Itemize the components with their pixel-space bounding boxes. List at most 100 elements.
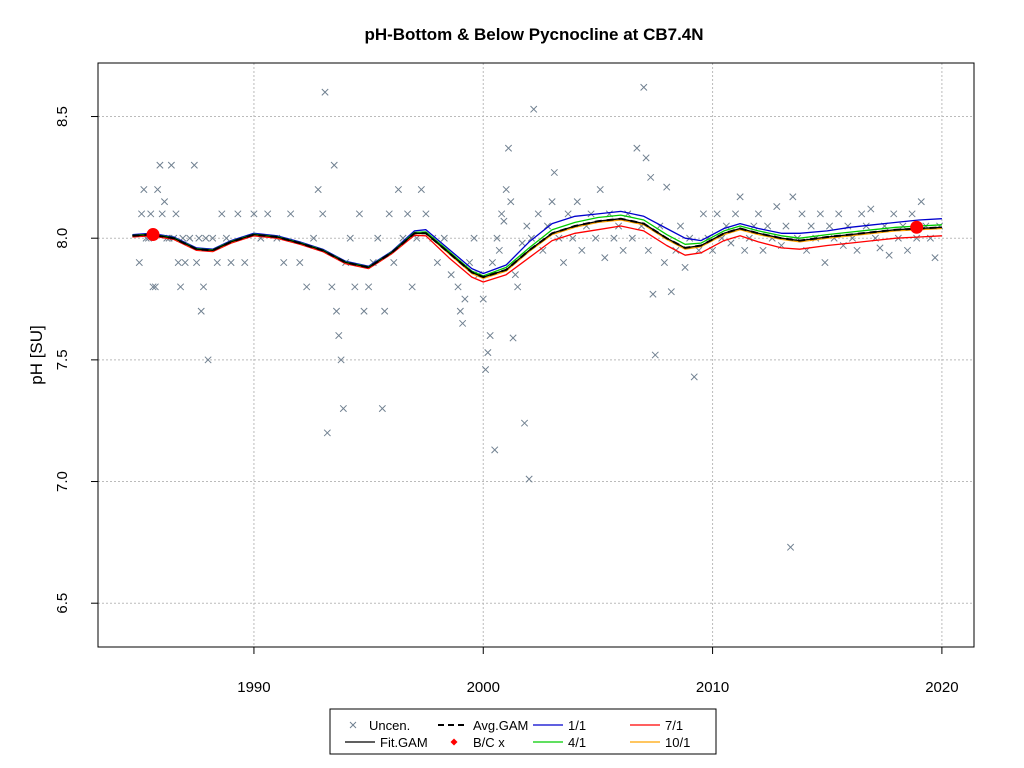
uncen-point-stroke — [718, 234, 726, 242]
uncen-point-stroke — [493, 234, 501, 242]
uncen-point — [160, 198, 169, 206]
uncen-point-stroke — [195, 234, 203, 242]
legend-item: B/C x — [450, 735, 505, 750]
legend-label: 10/1 — [665, 735, 690, 750]
uncen-point — [319, 210, 327, 218]
uncen-point-stroke — [314, 185, 322, 194]
uncen-point-stroke — [330, 161, 338, 169]
uncen-point — [610, 234, 618, 242]
uncen-point-stroke — [488, 258, 496, 267]
uncen-point-stroke — [495, 246, 503, 254]
uncen-point-stroke — [727, 239, 735, 247]
uncen-point — [385, 210, 393, 218]
uncen-point-stroke — [848, 234, 857, 242]
uncen-point-stroke — [218, 210, 226, 218]
uncen-point-stroke — [202, 234, 210, 242]
uncen-point-stroke — [509, 334, 517, 342]
uncen-point-stroke — [280, 258, 288, 267]
legend-item: 7/1 — [630, 718, 683, 733]
uncen-point — [534, 210, 542, 218]
uncen-point — [587, 210, 595, 218]
bc-point — [910, 220, 924, 234]
legend-label: Uncen. — [369, 718, 410, 733]
uncen-point-stroke — [502, 185, 510, 194]
legend-box — [329, 708, 717, 755]
uncen-point-stroke — [197, 307, 205, 315]
uncen-point-stroke — [172, 210, 180, 218]
uncen-point — [885, 251, 893, 259]
uncen-point — [564, 210, 572, 218]
uncen-point-stroke — [713, 210, 721, 218]
uncen-point-stroke — [287, 210, 295, 218]
uncen-point — [140, 185, 148, 194]
uncen-point-stroke — [296, 258, 304, 267]
uncen-point — [764, 222, 772, 230]
uncen-point — [633, 144, 641, 152]
uncen-point — [332, 307, 341, 315]
uncen-point — [821, 258, 829, 267]
series-line-7-1 — [132, 225, 942, 283]
uncen-point-stroke — [527, 234, 535, 242]
uncen-point — [518, 239, 526, 247]
uncen-point-stroke — [149, 283, 157, 291]
uncen-point-stroke — [642, 154, 650, 162]
uncen-point — [890, 210, 898, 218]
uncen-point-stroke — [610, 234, 618, 242]
uncen-point — [433, 258, 441, 267]
uncen-point-stroke — [764, 222, 772, 230]
uncen-point-stroke — [736, 193, 744, 201]
uncen-point-stroke — [913, 234, 921, 242]
uncen-point-stroke — [461, 295, 469, 303]
uncen-point — [798, 210, 806, 218]
uncen-point-stroke — [633, 144, 641, 152]
uncen-point — [330, 161, 338, 169]
uncen-point — [190, 161, 198, 169]
uncen-point-stroke — [663, 183, 671, 191]
uncen-point-stroke — [227, 258, 235, 267]
uncen-point-stroke — [486, 331, 494, 340]
uncen-point-stroke — [908, 210, 916, 218]
uncen-point — [573, 198, 581, 206]
uncen-point — [227, 258, 235, 267]
uncen-point-stroke — [773, 203, 781, 211]
uncen-point — [156, 161, 164, 169]
legend-item: 4/1 — [533, 735, 586, 750]
x-tick-label: 2010 — [696, 679, 729, 696]
uncen-point-stroke — [530, 105, 538, 113]
uncen-point — [493, 234, 501, 242]
series-lines-layer — [132, 210, 942, 283]
uncen-point-stroke — [484, 349, 492, 357]
uncen-point-stroke — [754, 210, 762, 218]
uncen-point-stroke — [199, 283, 208, 291]
uncen-point — [447, 271, 455, 279]
legend-label: Avg.GAM — [473, 718, 528, 733]
uncen-point-stroke — [782, 222, 790, 230]
uncen-point-stroke — [917, 198, 925, 206]
uncen-point — [644, 246, 652, 254]
uncen-point — [394, 185, 402, 194]
uncen-point-stroke — [676, 222, 685, 230]
uncen-point — [660, 258, 668, 267]
uncen-point-stroke — [578, 246, 586, 254]
uncen-point-stroke — [328, 283, 336, 291]
uncen-point — [530, 105, 538, 113]
uncen-point — [484, 349, 492, 357]
uncen-point — [197, 307, 205, 315]
uncen-point — [686, 234, 694, 242]
uncen-point-stroke — [339, 404, 347, 413]
uncen-point-stroke — [504, 144, 513, 152]
uncen-point — [548, 198, 556, 206]
uncen-point-stroke — [177, 283, 185, 291]
uncen-point — [323, 429, 331, 437]
uncen-point — [917, 198, 925, 206]
legend: Uncen. Avg.GAM 1/1 7/1 Fit.GAM B/C x 4/1 10/1 — [329, 708, 717, 755]
uncen-point — [491, 446, 499, 454]
uncen-point — [287, 210, 295, 218]
grid — [98, 63, 974, 647]
uncen-point-stroke — [660, 258, 668, 267]
uncen-point — [509, 334, 517, 342]
uncen-point-stroke — [404, 210, 412, 218]
uncen-point-stroke — [520, 419, 529, 427]
uncen-point-stroke — [310, 234, 318, 242]
uncen-point — [218, 210, 226, 218]
